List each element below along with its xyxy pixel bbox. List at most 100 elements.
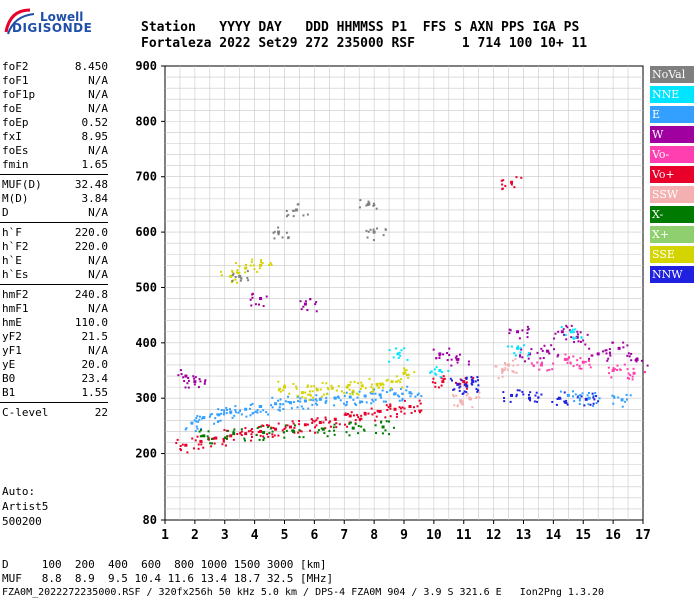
echo-mark xyxy=(435,366,438,369)
echo-mark xyxy=(244,271,247,274)
echo-mark xyxy=(503,361,506,364)
echo-mark xyxy=(309,398,312,401)
echo-mark xyxy=(503,400,506,403)
echo-mark xyxy=(588,347,591,350)
echo-mark xyxy=(302,407,305,410)
echo-mark xyxy=(568,329,571,332)
echo-mark xyxy=(572,331,575,334)
param-row: fxI 8.95 xyxy=(0,130,108,144)
data-point-vo- xyxy=(632,371,636,375)
echo-mark xyxy=(181,443,184,446)
echo-mark xyxy=(385,379,388,382)
echo-mark xyxy=(573,400,576,403)
echo-mark xyxy=(395,375,398,378)
echo-mark xyxy=(298,423,301,426)
echo-mark xyxy=(557,353,560,356)
echo-mark xyxy=(198,430,201,433)
echo-mark xyxy=(520,176,523,179)
data-point-e xyxy=(363,394,367,398)
echo-mark xyxy=(287,236,290,239)
echo-mark xyxy=(470,378,473,381)
echo-mark xyxy=(360,381,363,384)
param-name: h`F2 xyxy=(2,240,29,253)
echo-mark xyxy=(609,354,612,357)
echo-mark xyxy=(245,415,248,418)
echo-mark xyxy=(353,414,356,417)
data-point-e xyxy=(393,392,397,396)
echo-mark xyxy=(463,383,466,386)
echo-mark xyxy=(410,392,413,395)
legend-item-w: W xyxy=(650,126,694,143)
echo-mark xyxy=(220,412,223,415)
echo-mark xyxy=(375,415,378,418)
echo-mark xyxy=(270,263,273,266)
echo-mark xyxy=(319,397,322,400)
echo-mark xyxy=(182,376,185,379)
data-point-e xyxy=(217,413,221,417)
echo-mark xyxy=(348,388,351,391)
echo-mark xyxy=(300,430,303,433)
echo-mark xyxy=(385,404,388,407)
echo-mark xyxy=(262,439,265,442)
echo-mark xyxy=(274,428,277,431)
echo-mark xyxy=(452,394,455,397)
echo-mark xyxy=(367,230,370,233)
echo-mark xyxy=(457,358,460,361)
echo-mark xyxy=(226,408,229,411)
echo-mark xyxy=(360,414,363,417)
echo-mark xyxy=(267,413,270,416)
echo-mark xyxy=(210,445,213,448)
echo-mark xyxy=(565,324,568,327)
data-point-vo- xyxy=(303,423,307,427)
echo-mark xyxy=(372,387,375,390)
echo-mark xyxy=(222,413,225,416)
echo-mark xyxy=(630,359,633,362)
echo-mark xyxy=(281,389,284,392)
echo-mark xyxy=(191,437,194,440)
echo-mark xyxy=(573,341,576,344)
echo-mark xyxy=(530,348,533,351)
echo-mark xyxy=(326,435,329,438)
echo-mark xyxy=(323,432,326,435)
digisonde-logo-icon xyxy=(4,8,35,35)
data-point-nnw xyxy=(456,382,460,386)
echo-mark xyxy=(349,392,352,395)
echo-mark xyxy=(333,433,336,436)
echo-mark xyxy=(367,412,370,415)
echo-mark xyxy=(309,298,312,301)
data-point-noval xyxy=(366,202,370,206)
echo-mark xyxy=(594,391,597,394)
echo-mark xyxy=(200,440,203,443)
echo-mark xyxy=(359,387,362,390)
echo-mark xyxy=(440,384,443,387)
echo-mark xyxy=(442,378,445,381)
echo-mark xyxy=(387,420,390,423)
echo-mark xyxy=(320,395,323,398)
echo-mark xyxy=(576,330,579,333)
echo-mark xyxy=(459,401,462,404)
echo-mark xyxy=(438,356,441,359)
echo-mark xyxy=(466,392,469,395)
echo-mark xyxy=(311,403,314,406)
echo-mark xyxy=(296,394,299,397)
echo-mark xyxy=(533,400,536,403)
echo-mark xyxy=(509,329,512,332)
echo-mark xyxy=(626,344,629,347)
echo-mark xyxy=(309,429,312,432)
data-point-vo- xyxy=(510,180,514,184)
echo-mark xyxy=(470,382,473,385)
echo-mark xyxy=(461,400,464,403)
echo-mark xyxy=(608,372,611,375)
echo-mark xyxy=(646,364,649,367)
echo-mark xyxy=(300,308,303,311)
echo-mark xyxy=(579,394,582,397)
echo-mark xyxy=(292,215,295,218)
echo-mark xyxy=(587,359,590,362)
echo-mark xyxy=(581,392,584,395)
echo-mark xyxy=(439,375,442,378)
echo-mark xyxy=(384,400,387,403)
echo-mark xyxy=(222,438,225,441)
echo-mark xyxy=(578,403,581,406)
param-separator xyxy=(0,222,108,223)
param-row: hmF2 240.8 xyxy=(0,288,108,302)
